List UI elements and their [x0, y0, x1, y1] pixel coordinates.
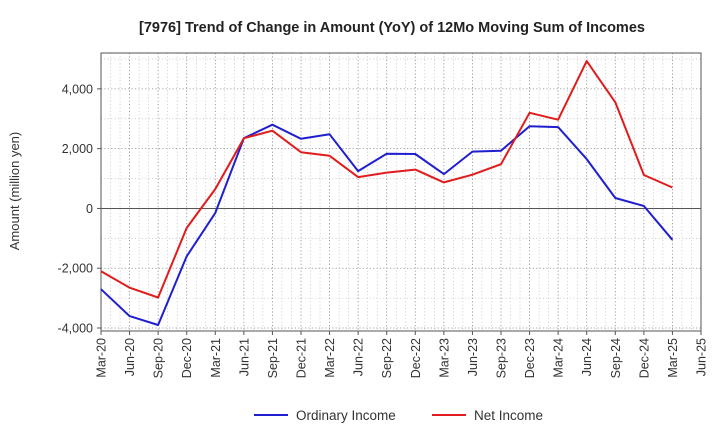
plot-area: -4,000 -2,000 0 2,000 4,000 Mar-20 Jun-20 Sep-2…: [58, 52, 709, 378]
y-tick-label: 0: [86, 202, 93, 216]
x-tick-label: Dec-20: [180, 338, 194, 378]
plot-frame: [100, 52, 702, 332]
x-tick-label: Sep-24: [609, 338, 623, 378]
plot-background: [101, 53, 701, 331]
x-tick-label: Sep-21: [266, 338, 280, 378]
x-tick-label: Jun-20: [123, 338, 137, 376]
x-tick-label: Jun-24: [580, 338, 594, 376]
x-tick-label: Jun-23: [466, 338, 480, 376]
x-tick-label: Sep-23: [495, 338, 509, 378]
x-tick-label: Mar-24: [552, 338, 566, 378]
ordinary-income-line: [100, 123, 674, 326]
y-tick-label: -2,000: [58, 262, 93, 276]
chart-title: [7976] Trend of Change in Amount (YoY) o…: [139, 20, 645, 36]
x-tick-label: Mar-25: [666, 338, 680, 378]
legend-label: Ordinary Income: [296, 408, 396, 423]
x-tick-label: Sep-22: [380, 338, 394, 378]
y-tick-label: 4,000: [62, 82, 93, 96]
legend-label: Net Income: [474, 408, 543, 423]
x-tick-label: Dec-21: [295, 338, 309, 378]
x-tick-label: Mar-23: [437, 338, 451, 378]
x-tick-label: Sep-20: [152, 338, 166, 378]
net-income-line: [100, 60, 673, 299]
x-tick-label: Mar-21: [209, 338, 223, 378]
x-tick-label: Jun-21: [237, 338, 251, 376]
x-tick-label: Dec-23: [523, 338, 537, 378]
x-tick-label: Mar-22: [323, 338, 337, 378]
x-tick-label: Mar-20: [95, 338, 109, 378]
y-tick-label: 2,000: [62, 142, 93, 156]
x-tick-label: Dec-24: [637, 338, 651, 378]
x-tick-label: Jun-25: [695, 338, 709, 376]
legend: Ordinary Income Net Income: [254, 408, 543, 423]
y-axis-label: Amount (million yen): [7, 132, 22, 251]
y-tick-label: -4,000: [58, 322, 93, 336]
x-tick-label: Jun-22: [352, 338, 366, 376]
x-tick-label: Dec-22: [409, 338, 423, 378]
